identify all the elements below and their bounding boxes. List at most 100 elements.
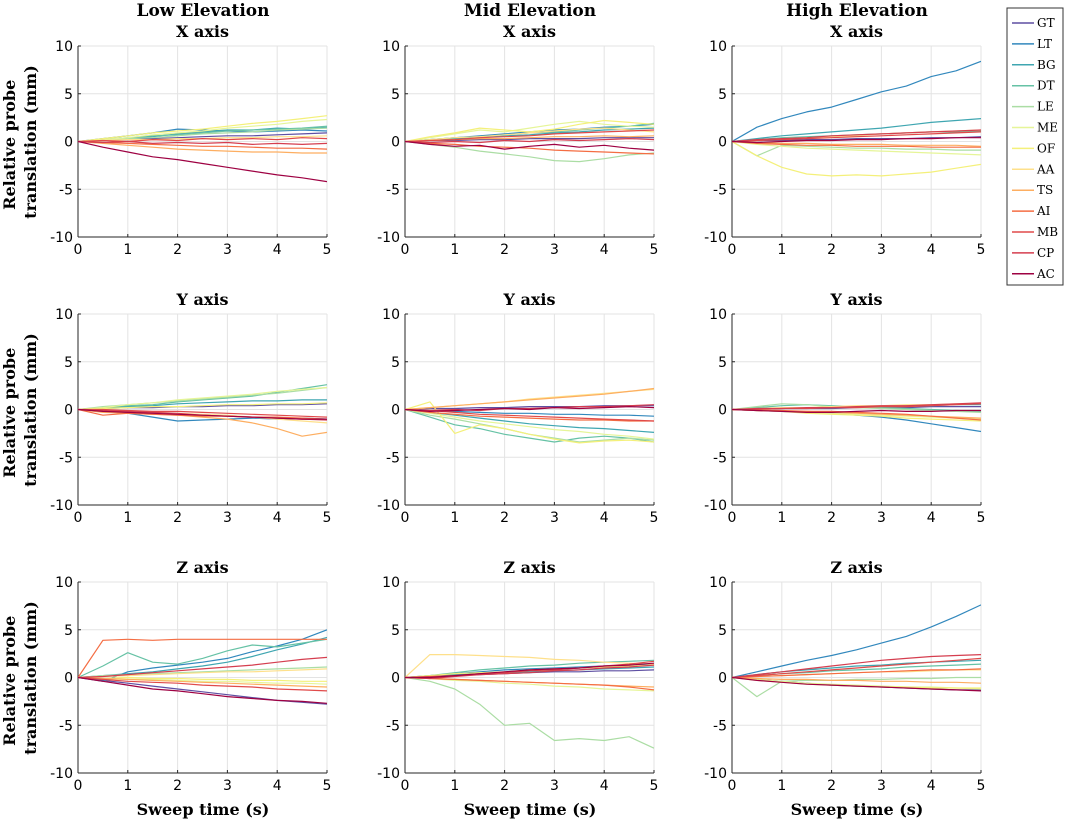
series-line-aa bbox=[405, 127, 654, 143]
series-line-le bbox=[405, 676, 654, 749]
x-tick-label: 1 bbox=[777, 242, 786, 258]
y-tick-label: -10 bbox=[377, 498, 400, 514]
series-line-ai bbox=[405, 140, 654, 155]
panel-low-z: 0 1 2 3 4 5 -10 -5 0 5 10 Z axis bbox=[50, 558, 331, 794]
series-line-ai bbox=[405, 408, 654, 422]
series-line-ts bbox=[405, 387, 654, 411]
x-tick-label: 0 bbox=[74, 510, 83, 526]
series-line-of bbox=[732, 140, 981, 177]
x-tick-label: 3 bbox=[223, 778, 232, 794]
series-group bbox=[732, 60, 981, 177]
legend-label-gt: GT bbox=[1037, 16, 1055, 30]
series-group bbox=[78, 115, 327, 183]
series-line-me bbox=[732, 140, 981, 156]
series-line-ts bbox=[78, 140, 327, 154]
y-tick-label: 5 bbox=[718, 355, 727, 371]
series-line-lt bbox=[732, 60, 981, 143]
series-line-aa bbox=[405, 653, 654, 678]
y-tick-label: -5 bbox=[59, 182, 73, 198]
panel-low-y: 0 1 2 3 4 5 -10 -5 0 5 10 Y axis bbox=[50, 290, 331, 526]
series-line-ts bbox=[732, 676, 981, 684]
y-tick-label: -10 bbox=[50, 766, 73, 782]
x-tick-label: 5 bbox=[650, 778, 659, 794]
xlabel-low: Sweep time (s) bbox=[137, 800, 270, 819]
x-tick-label: 3 bbox=[223, 510, 232, 526]
x-tick-label: 2 bbox=[173, 778, 182, 794]
series-line-lt bbox=[732, 604, 981, 679]
y-tick-label: -10 bbox=[377, 766, 400, 782]
legend-label-ts: TS bbox=[1037, 183, 1053, 197]
x-tick-label: 1 bbox=[123, 242, 132, 258]
x-tick-label: 1 bbox=[450, 510, 459, 526]
series-line-ac bbox=[78, 140, 327, 183]
series-line-mb bbox=[78, 408, 327, 418]
series-line-cp bbox=[732, 129, 981, 143]
col-title-mid: Mid Elevation bbox=[464, 1, 596, 21]
y-axis-labels: Relative probe translation (mm) Relative… bbox=[0, 65, 40, 755]
series-line-me bbox=[405, 676, 654, 692]
x-tick-label: 4 bbox=[927, 242, 936, 258]
panel-title: X axis bbox=[830, 22, 883, 41]
legend-box bbox=[1006, 7, 1064, 286]
panel-title: Y axis bbox=[503, 290, 556, 309]
panel-high-x: 0 1 2 3 4 5 -10 -5 0 5 10 X axis bbox=[704, 22, 985, 258]
y-tick-label: 0 bbox=[64, 671, 73, 687]
legend-label-of: OF bbox=[1037, 141, 1055, 155]
series-line-of bbox=[78, 676, 327, 682]
y-tick-label: -5 bbox=[713, 718, 727, 734]
series-line-me bbox=[78, 118, 327, 143]
x-tick-label: 0 bbox=[74, 242, 83, 258]
x-tick-label: 5 bbox=[323, 778, 332, 794]
panel-low-x: 0 1 2 3 4 5 -10 -5 0 5 10 X axis bbox=[50, 22, 331, 258]
series-line-ac bbox=[78, 676, 327, 704]
panel-high-z: 0 1 2 3 4 5 -10 -5 0 5 10 Z axis bbox=[704, 558, 985, 794]
series-line-ai bbox=[78, 140, 327, 150]
y-tick-label: 5 bbox=[64, 355, 73, 371]
series-line-dt bbox=[78, 638, 327, 679]
x-tick-label: 3 bbox=[550, 778, 559, 794]
y-tick-label: -5 bbox=[713, 182, 727, 198]
y-tick-label: 10 bbox=[55, 575, 73, 591]
ylabel-line-2: translation (mm) bbox=[21, 601, 40, 755]
series-line-mb bbox=[78, 676, 327, 692]
x-tick-label: 5 bbox=[977, 778, 986, 794]
y-tick-label: 10 bbox=[709, 39, 727, 55]
x-tick-label: 4 bbox=[600, 242, 609, 258]
series-line-ts bbox=[78, 676, 327, 688]
panel-title: Z axis bbox=[830, 558, 882, 577]
x-tick-label: 0 bbox=[728, 778, 737, 794]
x-tick-label: 5 bbox=[323, 242, 332, 258]
y-tick-label: 10 bbox=[709, 307, 727, 323]
series-group bbox=[405, 653, 654, 749]
series-line-aa bbox=[78, 668, 327, 679]
y-tick-label: -10 bbox=[50, 498, 73, 514]
ylabel-line-1: Relative probe bbox=[0, 80, 19, 210]
series-group bbox=[405, 387, 654, 444]
x-tick-label: 2 bbox=[500, 510, 509, 526]
series-line-cp bbox=[405, 138, 654, 144]
y-tick-label: 0 bbox=[64, 403, 73, 419]
y-tick-label: 10 bbox=[55, 39, 73, 55]
x-tick-label: 4 bbox=[273, 510, 282, 526]
series-line-ts bbox=[78, 408, 327, 437]
x-tick-label: 3 bbox=[877, 510, 886, 526]
x-tick-label: 1 bbox=[450, 778, 459, 794]
y-tick-label: 10 bbox=[382, 575, 400, 591]
ylabel-row-1: Relative probe translation (mm) bbox=[0, 65, 40, 219]
y-tick-label: 0 bbox=[718, 135, 727, 151]
y-tick-label: -5 bbox=[59, 718, 73, 734]
series-line-ac bbox=[405, 662, 654, 679]
x-tick-label: 0 bbox=[74, 778, 83, 794]
ylabel-line-1: Relative probe bbox=[0, 616, 19, 746]
x-tick-label: 3 bbox=[223, 242, 232, 258]
legend-label-aa: AA bbox=[1036, 162, 1055, 176]
series-line-mb bbox=[405, 408, 654, 422]
col-title-high: High Elevation bbox=[786, 1, 928, 21]
series-line-ac bbox=[405, 140, 654, 151]
legend-label-mb: MB bbox=[1037, 225, 1058, 239]
y-tick-label: 10 bbox=[55, 307, 73, 323]
x-tick-label: 4 bbox=[927, 778, 936, 794]
series-line-of bbox=[78, 402, 327, 411]
y-tick-label: -10 bbox=[50, 230, 73, 246]
